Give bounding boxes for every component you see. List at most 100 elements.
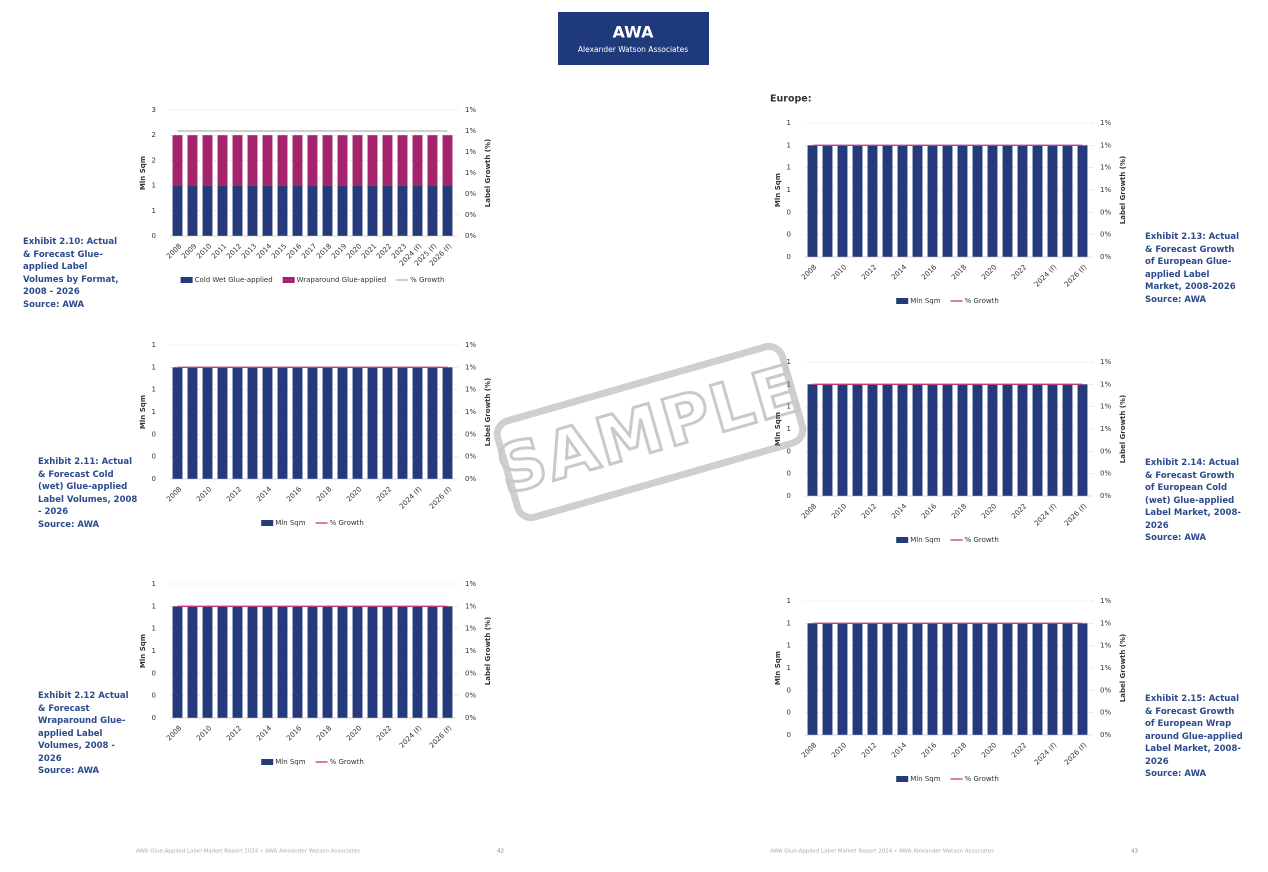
bar: [307, 185, 318, 236]
y2-tick-label: 1%: [1100, 141, 1111, 149]
bar: [367, 135, 378, 186]
chart: 0 0 0 1 1 1 1 0% 0% 0% 1% 1% 1% 1% Mln Sqm Label Growth…: [774, 358, 1127, 544]
x-tick-label: 2010: [830, 263, 848, 281]
legend-label: Mln Sqm: [910, 297, 941, 305]
chart: 0 0 0 1 1 1 1 0% 0% 0% 1% 1% 1% 1% Mln Sqm Label Growth…: [774, 119, 1127, 305]
y-tick-label: 1: [152, 386, 156, 394]
x-tick-label: 2014: [255, 485, 274, 504]
bar: [882, 623, 893, 735]
x-tick-label: 2022: [375, 485, 393, 503]
x-tick-label: 2014: [255, 242, 274, 261]
y-tick-label: 0: [787, 686, 791, 694]
bar: [867, 623, 878, 735]
legend-label: Mln Sqm: [275, 758, 306, 766]
page-number: 42: [497, 849, 504, 855]
x-tick-label: 2026 (f): [428, 724, 454, 750]
footer-text: AWA Glue-Applied Label Market Report 202…: [770, 849, 994, 855]
bar: [382, 135, 393, 186]
x-tick-label: 2018: [315, 724, 333, 742]
bar: [217, 606, 228, 718]
x-tick-label: 2020: [980, 263, 998, 281]
bar: [957, 623, 968, 735]
y-tick-label: 0: [152, 430, 156, 438]
y-tick-label: 0: [152, 232, 156, 240]
bar: [322, 606, 333, 718]
bar: [1032, 145, 1043, 257]
bar: [1017, 145, 1028, 257]
bar: [1077, 384, 1088, 496]
y2-tick-label: 0%: [465, 232, 476, 240]
bar: [277, 606, 288, 718]
legend-swatch: [282, 277, 295, 283]
bar: [1017, 623, 1028, 735]
y-tick-label: 0: [152, 669, 156, 677]
bar: [1002, 623, 1013, 735]
bar: [427, 606, 438, 718]
bar: [187, 135, 198, 186]
bar: [172, 135, 183, 186]
bar: [232, 606, 243, 718]
bar: [852, 384, 863, 496]
chart: 0 0 0 1 1 1 1 0% 0% 0% 1% 1% 1% 1% Mln Sqm Label Growth…: [139, 341, 492, 527]
bar: [187, 606, 198, 718]
bar: [807, 623, 818, 735]
x-tick-label: 2018: [950, 263, 968, 281]
x-tick-label: 2022: [375, 242, 393, 260]
bar: [942, 384, 953, 496]
y2-tick-label: 1%: [1100, 403, 1111, 411]
bar: [867, 384, 878, 496]
y-tick-label: 1: [152, 341, 156, 349]
exhibit-caption: Exhibit 2.12 Actual & Forecast Wraparoun…: [38, 691, 129, 764]
legend-label: % Growth: [965, 775, 999, 783]
exhibit-caption: Exhibit 2.11: Actual & Forecast Cold (we…: [38, 457, 138, 517]
bar: [202, 185, 213, 236]
legend-swatch: [261, 520, 274, 526]
x-tick-label: 2016: [920, 502, 939, 521]
bar: [247, 135, 258, 186]
bar: [187, 367, 198, 479]
y2-tick-label: 1%: [465, 625, 476, 633]
x-tick-label: 2008: [165, 242, 183, 260]
y-axis-title: Mln Sqm: [139, 395, 147, 429]
bar: [942, 145, 953, 257]
exhibit-source: Source: AWA: [38, 766, 100, 776]
y2-tick-label: 0%: [465, 669, 476, 677]
bar: [352, 367, 363, 479]
bar: [232, 135, 243, 186]
legend: Mln Sqm % Growth: [896, 297, 999, 305]
watermark-frame: [493, 342, 807, 522]
bar: [807, 384, 818, 496]
y2-tick-label: 1%: [465, 148, 476, 156]
x-tick-label: 2016: [285, 485, 304, 504]
x-tick-label: 2024 (f): [1033, 502, 1059, 528]
bar: [897, 384, 908, 496]
y-axis-title: Mln Sqm: [774, 173, 782, 207]
y2-tick-label: 0%: [1100, 709, 1111, 717]
x-tick-label: 2012: [225, 485, 243, 503]
y-tick-label: 0: [152, 692, 156, 700]
y-tick-label: 0: [787, 492, 791, 500]
bar: [232, 185, 243, 236]
y2-tick-label: 0%: [1100, 492, 1111, 500]
y2-tick-label: 0%: [1100, 731, 1111, 739]
y-tick-label: 0: [152, 453, 156, 461]
bar: [1062, 384, 1073, 496]
y-tick-label: 1: [787, 358, 791, 366]
x-tick-label: 2018: [950, 502, 968, 520]
bar: [397, 135, 408, 186]
logo: AWA: [613, 23, 655, 42]
bar: [262, 185, 273, 236]
bar: [912, 145, 923, 257]
x-tick-label: 2012: [860, 263, 878, 281]
legend: Mln Sqm % Growth: [896, 536, 999, 544]
exhibit-caption: Exhibit 2.15: Actual & Forecast Growth o…: [1145, 694, 1243, 767]
y2-tick-label: 1%: [1100, 186, 1111, 194]
bar: [172, 606, 183, 718]
y-tick-label: 1: [152, 580, 156, 588]
y2-tick-label: 0%: [465, 714, 476, 722]
logo-subtitle: Alexander Watson Associates: [578, 45, 688, 54]
x-tick-label: 2018: [950, 741, 968, 759]
x-tick-label: 2020: [345, 242, 363, 260]
